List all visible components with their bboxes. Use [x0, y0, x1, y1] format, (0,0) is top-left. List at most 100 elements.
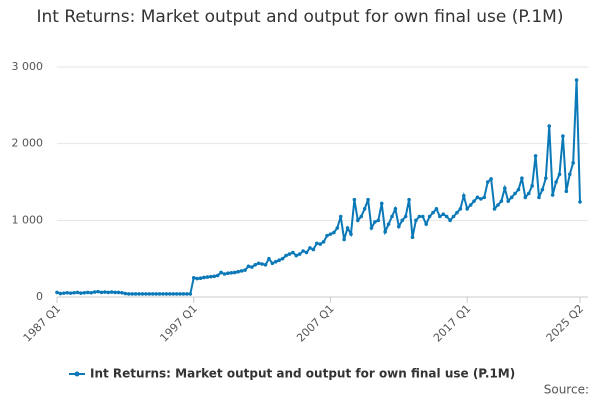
data-point	[509, 195, 514, 200]
data-point	[461, 194, 466, 198]
data-point	[554, 180, 558, 184]
y-tick-label: 1 000	[12, 213, 44, 226]
data-point	[308, 246, 312, 250]
data-point	[99, 290, 104, 295]
data-point	[301, 249, 305, 253]
x-tick-label: 1987 Q1	[21, 302, 64, 345]
y-tick-label: 0	[36, 290, 43, 303]
data-point	[181, 292, 186, 296]
data-point	[366, 197, 370, 202]
data-point	[263, 263, 268, 267]
data-point	[191, 276, 196, 280]
data-point	[571, 161, 575, 165]
data-point	[578, 200, 582, 204]
data-point	[103, 290, 107, 294]
data-point	[328, 232, 333, 236]
data-point	[72, 290, 76, 295]
data-point	[92, 290, 97, 294]
data-point	[198, 276, 203, 281]
data-point	[202, 275, 206, 280]
data-point	[222, 272, 227, 276]
data-point	[123, 291, 128, 296]
data-point	[321, 240, 326, 244]
data-point	[403, 214, 408, 219]
data-point	[267, 256, 271, 261]
data-point	[431, 210, 435, 215]
data-point	[188, 292, 193, 296]
data-point	[311, 247, 316, 252]
data-point	[513, 191, 517, 196]
data-point	[383, 230, 387, 234]
data-point	[479, 197, 483, 201]
data-point	[294, 253, 299, 258]
series-line	[56, 79, 581, 295]
data-point	[287, 252, 292, 256]
data-point	[277, 258, 281, 263]
data-point	[171, 292, 176, 296]
data-point	[537, 195, 541, 200]
data-point	[68, 291, 73, 295]
x-tick-label: 2017 Q1	[431, 302, 474, 345]
data-point	[144, 292, 148, 296]
data-point	[342, 237, 346, 242]
data-point	[400, 218, 405, 223]
data-point	[137, 292, 141, 296]
data-point	[106, 290, 111, 295]
data-point	[349, 232, 353, 236]
data-point	[89, 290, 93, 295]
data-point	[496, 203, 500, 207]
data-point	[82, 290, 87, 295]
data-point	[533, 154, 538, 158]
data-point	[260, 262, 264, 266]
data-point	[455, 210, 459, 215]
data-point	[468, 203, 473, 207]
data-point	[427, 214, 432, 219]
data-point	[232, 270, 237, 275]
data-point	[219, 270, 223, 275]
data-point	[168, 292, 172, 296]
data-point	[280, 256, 285, 261]
data-point	[79, 291, 83, 295]
data-point	[154, 292, 158, 296]
data-point	[475, 195, 480, 200]
data-point	[492, 207, 497, 211]
data-point	[444, 214, 449, 219]
data-point	[356, 218, 360, 223]
data-point	[229, 271, 234, 275]
data-point	[414, 218, 418, 223]
data-point	[150, 292, 155, 296]
data-point	[185, 292, 189, 296]
y-tick-label: 2 000	[12, 137, 44, 150]
data-point	[441, 212, 446, 216]
data-point	[297, 252, 302, 256]
data-point	[325, 233, 329, 238]
data-point	[62, 291, 66, 295]
data-point	[379, 201, 384, 206]
data-point	[516, 187, 521, 192]
data-point	[362, 207, 367, 211]
data-point	[369, 226, 374, 230]
data-point	[195, 276, 199, 281]
data-point	[530, 184, 534, 188]
data-point	[390, 214, 394, 219]
data-point	[205, 275, 210, 279]
data-point	[574, 78, 579, 82]
data-point	[407, 197, 411, 202]
data-point	[65, 290, 70, 295]
data-point	[130, 292, 135, 296]
data-point	[451, 214, 456, 219]
data-point	[557, 172, 562, 177]
data-point	[424, 222, 428, 226]
data-point	[253, 263, 258, 267]
x-tick-label: 2025 Q2	[544, 302, 587, 345]
data-point	[397, 224, 401, 229]
data-point	[345, 226, 350, 230]
data-point	[438, 214, 442, 219]
data-point	[109, 290, 114, 294]
data-point	[472, 199, 476, 203]
data-point	[304, 250, 309, 255]
data-point	[284, 253, 288, 258]
data-point	[373, 220, 377, 224]
